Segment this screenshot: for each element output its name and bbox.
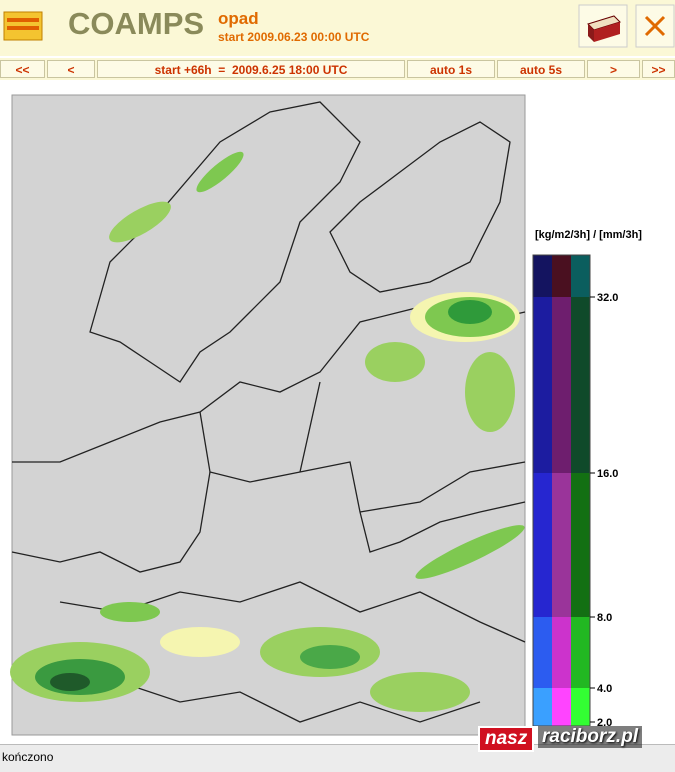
color-swatch bbox=[533, 617, 552, 688]
color-swatch bbox=[552, 473, 571, 617]
nav-button[interactable]: < bbox=[47, 60, 95, 78]
watermark-part2: raciborz.pl bbox=[538, 726, 643, 748]
map bbox=[11, 94, 526, 736]
nav-button[interactable]: >> bbox=[642, 60, 675, 78]
color-swatch bbox=[533, 255, 552, 297]
product-name: opad bbox=[218, 9, 259, 28]
legend-tick-label: 8.0 bbox=[597, 612, 612, 624]
color-swatch bbox=[552, 688, 571, 726]
color-swatch bbox=[571, 617, 590, 688]
legend-tick-label: 4.0 bbox=[597, 683, 612, 695]
legend-tick-label: 16.0 bbox=[597, 468, 618, 480]
app-title: COAMPS bbox=[68, 6, 205, 41]
logo-icon bbox=[3, 11, 43, 41]
status-bar bbox=[0, 744, 675, 772]
header bbox=[0, 0, 675, 56]
color-bar-frame bbox=[532, 254, 591, 726]
color-swatch bbox=[571, 297, 590, 473]
color-swatch bbox=[533, 473, 552, 617]
color-swatch bbox=[552, 297, 571, 473]
color-swatch bbox=[552, 617, 571, 688]
nav-button[interactable]: start +66h = 2009.6.25 18:00 UTC bbox=[97, 60, 405, 78]
export-button[interactable] bbox=[578, 4, 628, 48]
start-time: start 2009.06.23 00:00 UTC bbox=[218, 30, 370, 44]
legend-tick-label: 32.0 bbox=[597, 292, 618, 304]
legend-title: [kg/m2/3h] / [mm/3h] bbox=[535, 229, 642, 241]
color-swatch bbox=[571, 255, 590, 297]
color-swatch bbox=[571, 473, 590, 617]
nav-button[interactable]: auto 1s bbox=[407, 60, 495, 78]
close-button[interactable] bbox=[635, 4, 675, 48]
watermark-part1: nasz bbox=[478, 726, 535, 752]
color-swatch bbox=[552, 255, 571, 297]
map-area bbox=[10, 94, 526, 736]
color-swatch bbox=[571, 688, 590, 726]
precipitation bbox=[10, 151, 525, 712]
nav-button[interactable]: > bbox=[587, 60, 640, 78]
legend-tick-label: 2.0 bbox=[597, 717, 612, 726]
legend: [kg/m2/3h] / [mm/3h] 32.0 16.0 8.0 4.0 2.0 bbox=[532, 229, 642, 726]
status-text: kończono bbox=[2, 750, 54, 764]
color-swatch bbox=[533, 688, 552, 726]
nav-button[interactable]: << bbox=[0, 60, 45, 78]
color-swatch bbox=[533, 297, 552, 473]
nav-button[interactable]: auto 5s bbox=[497, 60, 585, 78]
